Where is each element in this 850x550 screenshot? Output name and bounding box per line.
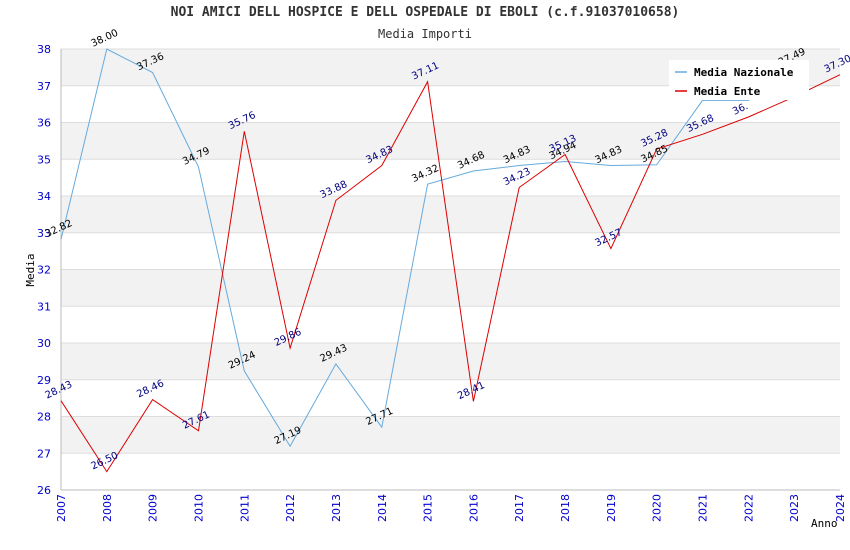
- x-tick-label: 2015: [422, 494, 435, 522]
- grid-band: [61, 343, 840, 380]
- x-tick-label: 2010: [192, 494, 205, 522]
- chart-title: NOI AMICI DELL HOSPICE E DELL OSPEDALE D…: [170, 5, 680, 20]
- x-tick-label: 2017: [513, 494, 526, 522]
- y-tick-label: 27: [37, 447, 51, 460]
- x-tick-label: 2023: [788, 494, 801, 522]
- data-label-ente: 28.46: [135, 378, 166, 400]
- series-line-ente: [60, 74, 841, 473]
- legend-label: Media Ente: [694, 85, 761, 98]
- x-tick-label: 2007: [55, 494, 68, 522]
- y-tick-label: 31: [37, 300, 51, 313]
- y-tick-label: 37: [37, 80, 51, 93]
- data-label-ente: 28.41: [456, 380, 487, 402]
- y-tick-label: 38: [37, 43, 51, 56]
- x-axis-title: Anno: [811, 517, 838, 530]
- x-tick-label: 2012: [284, 494, 297, 522]
- data-label-ente: 34.23: [502, 166, 533, 188]
- x-tick-label: 2011: [238, 494, 251, 522]
- x-tick-label: 2009: [147, 494, 160, 522]
- y-tick-label: 29: [37, 374, 51, 387]
- y-axis-title: Media: [24, 253, 37, 286]
- x-tick-label: 2022: [742, 494, 755, 522]
- y-tick-label: 35: [37, 153, 51, 166]
- x-tick-label: 2014: [376, 494, 389, 522]
- data-label-nazionale: 32.82: [44, 218, 75, 240]
- legend-box: [669, 60, 809, 100]
- series-line-nazionale: [60, 48, 795, 448]
- x-tick-label: 2019: [605, 494, 618, 522]
- y-tick-label: 32: [37, 264, 51, 277]
- y-tick-label: 34: [37, 190, 51, 203]
- y-tick-label: 26: [37, 484, 51, 497]
- x-tick-label: 2020: [651, 494, 664, 522]
- x-tick-label: 2018: [559, 494, 572, 522]
- x-tick-label: 2016: [467, 494, 480, 522]
- y-tick-label: 36: [37, 117, 51, 130]
- grid-band: [61, 269, 840, 307]
- chart-subtitle: Media Importi: [378, 27, 472, 41]
- x-tick-label: 2013: [330, 494, 343, 522]
- x-tick-label: 2008: [101, 494, 114, 522]
- grid-band: [61, 196, 840, 233]
- grid-band: [61, 122, 840, 160]
- data-label-nazionale: 38.00: [89, 28, 120, 50]
- legend-label: Media Nazionale: [694, 66, 794, 79]
- x-tick-label: 2024: [834, 494, 847, 522]
- x-tick-label: 2021: [697, 494, 710, 522]
- data-label-ente: 36.: [731, 101, 750, 118]
- y-tick-label: 33: [37, 227, 51, 240]
- grid-band: [61, 416, 840, 454]
- y-tick-label: 30: [37, 337, 51, 350]
- y-tick-label: 28: [37, 411, 51, 424]
